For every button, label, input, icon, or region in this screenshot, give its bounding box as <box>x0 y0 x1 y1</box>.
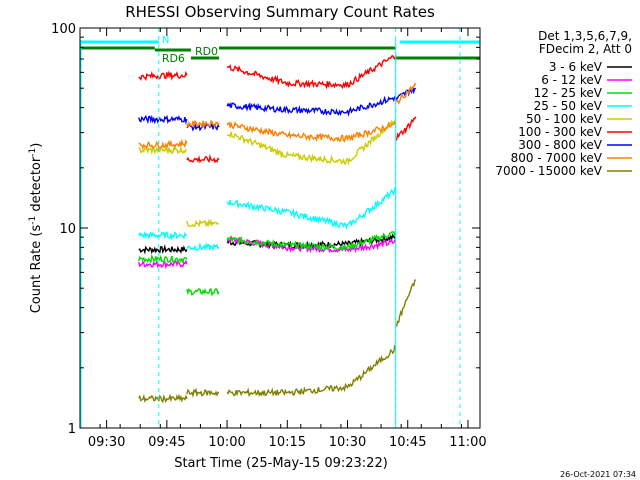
legend-header-line-1: Det 1,3,5,6,7,9, <box>538 29 632 43</box>
series-line <box>226 233 397 251</box>
legend-entry-label: 12 - 25 keV <box>534 86 603 100</box>
legend-entry-label: 25 - 50 keV <box>534 99 603 113</box>
rd6-label: RD6 <box>162 52 185 65</box>
series-line <box>186 121 220 132</box>
series-line <box>186 153 220 164</box>
series-line <box>186 287 220 297</box>
legend-entry-label: 100 - 300 keV <box>518 125 602 139</box>
y-axis-label-sup2: -1 <box>28 148 38 157</box>
plot-data-layer <box>138 54 417 404</box>
series-line <box>186 120 220 129</box>
series-line <box>138 393 188 404</box>
series-line <box>395 116 417 142</box>
legend-entry-label: 7000 - 15000 keV <box>495 164 602 178</box>
series-line <box>226 118 397 166</box>
legend-entry-label: 6 - 12 keV <box>541 73 603 87</box>
axes: 09:30 09:45 10:00 10:15 10:30 10:45 11:00 1 10 10… <box>51 22 487 450</box>
series-line <box>138 70 188 82</box>
x-tick-label: 09:45 <box>148 435 185 450</box>
series-line <box>226 120 397 143</box>
series-line <box>226 344 397 398</box>
y-axis-label-main: Count Rate (s <box>29 225 44 314</box>
legend-entry-label: 50 - 100 keV <box>526 112 603 126</box>
x-axis-label: Start Time (25-May-15 09:23:22) <box>174 456 388 471</box>
legend: Det 1,3,5,6,7,9, FDecim 2, Att 0 3 - 6 k… <box>495 29 632 178</box>
series-line <box>226 54 397 90</box>
series-line <box>138 138 188 151</box>
y-axis-label-mid: detector <box>29 156 44 216</box>
y-tick-label: 10 <box>59 222 76 237</box>
legend-entry-label: 300 - 800 keV <box>518 138 602 152</box>
annotation-layer: N RD6 RD0 <box>80 28 480 428</box>
legend-header-line-2: FDecim 2, Att 0 <box>539 42 632 56</box>
y-tick-label: 100 <box>51 22 76 37</box>
series-line <box>138 253 188 265</box>
night-label: N <box>162 35 169 46</box>
x-tick-label: 10:00 <box>208 435 245 450</box>
series-line <box>186 387 220 398</box>
y-tick-label: 1 <box>68 422 76 437</box>
series-line <box>226 186 397 230</box>
x-tick-label: 10:30 <box>329 435 366 450</box>
series-line <box>138 230 187 241</box>
series-line <box>226 95 396 117</box>
legend-entry-label: 800 - 7000 keV <box>511 151 603 165</box>
series-line <box>226 231 397 252</box>
series-line <box>138 244 188 255</box>
x-tick-label: 11:00 <box>449 435 486 450</box>
series-line <box>395 82 417 105</box>
y-axis-label-sup1: -1 <box>28 216 38 225</box>
series-line <box>186 218 220 228</box>
footer-date: 26-Oct-2021 07:34 <box>560 470 636 479</box>
y-axis-label-end: ) <box>29 143 44 148</box>
series-line <box>186 241 220 252</box>
rd0-label: RD0 <box>195 45 218 58</box>
series-line <box>138 259 188 270</box>
series-line <box>138 145 188 156</box>
x-tick-label: 09:30 <box>88 435 125 450</box>
chart-title: RHESSI Observing Summary Count Rates <box>125 3 435 21</box>
y-axis-label: Count Rate (s-1 detector-1) <box>28 143 44 314</box>
series-line <box>138 114 188 125</box>
legend-entry-label: 3 - 6 keV <box>549 60 603 74</box>
series-line <box>395 279 417 328</box>
x-tick-label: 10:45 <box>389 435 426 450</box>
x-tick-label: 10:15 <box>269 435 306 450</box>
